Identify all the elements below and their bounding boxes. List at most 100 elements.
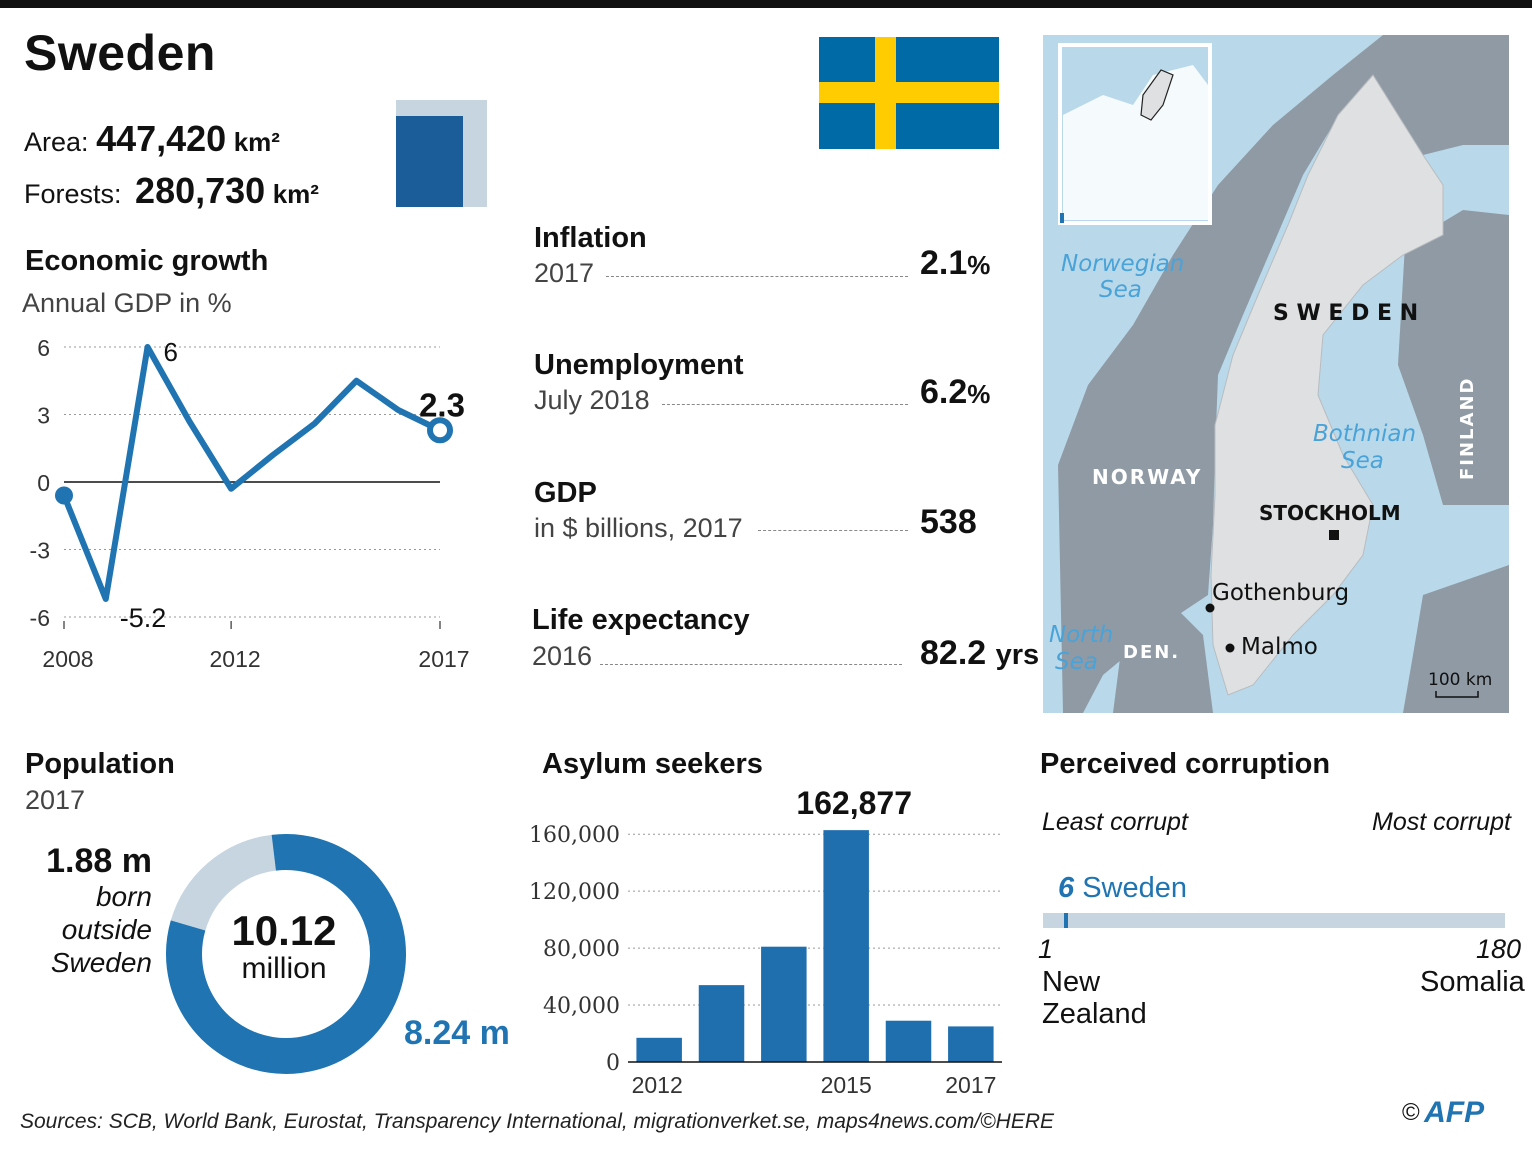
x-tick-label: 2017 [945,1072,996,1098]
stat-label: Unemployment [534,349,744,381]
leader-line [662,404,908,405]
stat-life-expectancy: Life expectancy 2016 82.2 yrs [532,604,1052,674]
flag-cross-horizontal [819,82,999,103]
sweden-flag [819,37,999,149]
sources-note: Sources: SCB, World Bank, Eurostat, Tran… [20,1110,1055,1133]
stat-value: 6.2% [920,373,990,412]
forests-unit: km² [272,179,319,209]
population-subtitle: 2017 [25,785,86,815]
inset-europe-land [1063,65,1208,220]
x-tick-label: 2017 [418,646,469,672]
forest-square [396,116,463,207]
stat-value: 82.2 yrs [920,634,1039,673]
x-tick-label: 2012 [632,1072,683,1098]
sweden-rank-marker [1064,913,1068,928]
denmark-map-label: DEN. [1123,642,1180,663]
bar-2016 [885,1020,932,1062]
scale-bar [1435,691,1479,698]
afp-logo: AFP [1424,1096,1485,1129]
born-outside-callout: 1.88 m born outside Sweden [20,842,152,979]
data-label: -5.2 [120,603,167,633]
gothenburg-label: Gothenburg [1212,580,1349,606]
afp-credit: © AFP [1402,1096,1484,1130]
x-tick-label: 2012 [210,646,261,672]
sweden-rank: 6 [1058,872,1075,904]
leader-line [600,664,902,665]
corruption-title: Perceived corruption [1040,748,1331,780]
leader-line [758,530,908,531]
y-tick-label: -6 [30,605,50,631]
stat-sub: July 2018 [534,385,650,415]
forests-label: Forests: [24,179,122,209]
stat-sub: in $ billions, 2017 [534,513,743,543]
growth-end-point [427,417,453,444]
stat-sub: 2017 [534,258,601,289]
stat-label: Inflation [534,222,647,254]
stat-inflation: Inflation 2017 2.1% [534,222,1004,292]
malmo-label: Malmo [1241,634,1318,660]
max-rank-label: 180 [1476,934,1522,964]
norway-land [1058,35,1509,713]
min-rank-country-line-2: Zealand [1042,998,1147,1030]
sweden-map-label: S W E D E N [1273,301,1418,326]
sweden-rank-country: Sweden [1082,872,1188,904]
growth-subtitle: Annual GDP in % [22,288,232,318]
denmark-land [1113,605,1213,713]
bar-2015 [823,830,869,1062]
x-tick-label: 2015 [821,1072,872,1098]
population-total-unit: million [241,952,327,985]
bothnian-sea-label: Bothnian [1313,421,1416,447]
least-corrupt-label: Least corrupt [1042,808,1188,836]
bar-2013 [698,985,745,1062]
stat-value: 2.1% [920,244,990,283]
bar-2012 [636,1037,682,1062]
data-label: 6 [164,337,178,367]
y-tick-label: 6 [37,335,50,361]
area-value: 447,420 [96,118,227,159]
finland-land [1398,210,1509,505]
asylum-title: Asylum seekers [542,748,763,780]
bar-2017 [948,1026,994,1062]
stat-unemployment: Unemployment July 2018 6.2% [534,349,1004,419]
value-number: 2.1 [920,244,968,282]
copyright-symbol: © [1402,1099,1420,1126]
donut-slice-born-in-sweden [166,834,406,1074]
born-outside-value: 1.88 m [46,842,152,880]
min-rank-country-line-1: New [1042,966,1101,998]
born-outside-text-1: born [95,881,152,912]
population-total-value: 10.12 [231,907,337,954]
y-tick-label: 0 [606,1051,620,1076]
growth-chart: 6 3 0 -3 -6 2008 2012 2017 6 -5.2 2.3 [30,335,470,672]
stat-label: GDP [534,477,597,509]
max-rank-country: Somalia [1420,966,1525,998]
value-number: 82.2 [920,634,987,672]
value-unit: % [967,250,991,280]
y-tick-label: 120,000 [529,880,620,905]
value-number: 538 [920,503,977,541]
stat-sub: 2016 [532,641,593,671]
bothnian-sea-label-2: Sea [1341,448,1384,474]
sweden-land [1210,74,1444,696]
north-sea-label: North [1049,622,1113,648]
norway-map-label: NORWAY [1092,465,1202,489]
inset-marker [1060,213,1064,223]
min-rank-label: 1 [1038,934,1054,964]
forest-share-graphic [396,100,487,207]
data-label: 2.3 [419,386,465,423]
y-tick-label: 160,000 [529,823,620,848]
inset-sweden-outline [1140,69,1174,121]
malmo-marker [1225,643,1235,653]
area-label: Area: [24,127,89,157]
sweden-rank-label: 6 Sweden [1058,872,1187,905]
scale-label: 100 km [1428,670,1492,690]
y-tick-label: 80,000 [543,937,620,962]
finland-map-label: FINLAND [1457,377,1478,480]
min-rank-country: New Zealand [1042,966,1147,1030]
y-tick-label: 0 [37,470,50,496]
born-in-sweden-value: 8.24 m [404,1014,510,1052]
norwegian-sea-label-2: Sea [1099,277,1142,303]
growth-title: Economic growth [25,245,269,277]
value-unit: % [967,379,991,409]
area-unit: km² [233,127,280,157]
value-number: 6.2 [920,373,968,411]
